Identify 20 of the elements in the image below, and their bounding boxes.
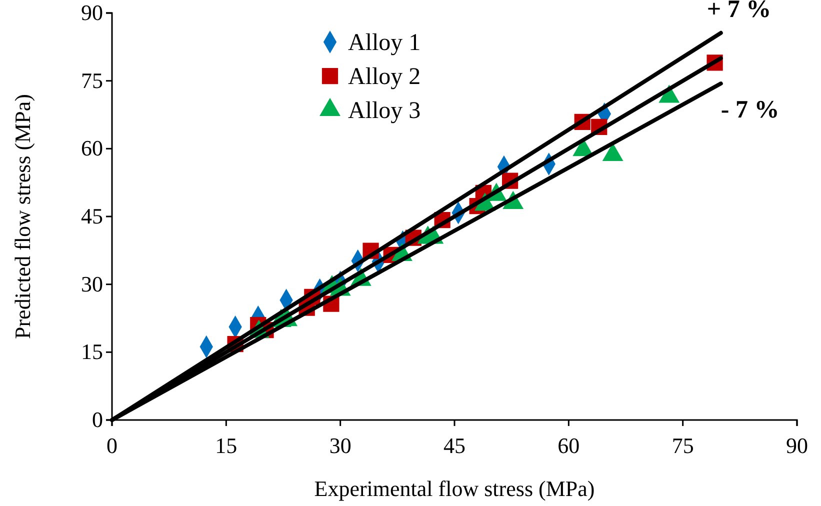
y-tick-label: 45 [81, 204, 103, 229]
x-tick-label: 30 [329, 433, 352, 458]
legend-label: Alloy 1 [348, 30, 421, 56]
annotation: - 7 % [720, 96, 780, 124]
y-tick-label: 15 [81, 339, 103, 364]
x-tick-label: 75 [672, 433, 694, 458]
y-tick-label: 30 [81, 271, 103, 296]
annotation: + 7 % [706, 0, 772, 23]
x-axis-title: Experimental flow stress (MPa) [314, 476, 595, 501]
legend-label: Alloy 3 [348, 98, 421, 124]
y-tick-label: 60 [81, 136, 103, 161]
x-tick-label: 15 [215, 433, 238, 458]
x-tick-label: 45 [444, 433, 466, 458]
y-tick-label: 90 [81, 0, 103, 26]
x-tick-label: 60 [558, 433, 580, 458]
y-tick-label: 0 [92, 407, 103, 432]
legend-label: Alloy 2 [348, 64, 421, 90]
x-tick-label: 90 [786, 433, 808, 458]
y-tick-label: 75 [81, 68, 103, 93]
y-axis-title: Predicted flow stress (MPa) [10, 94, 35, 340]
